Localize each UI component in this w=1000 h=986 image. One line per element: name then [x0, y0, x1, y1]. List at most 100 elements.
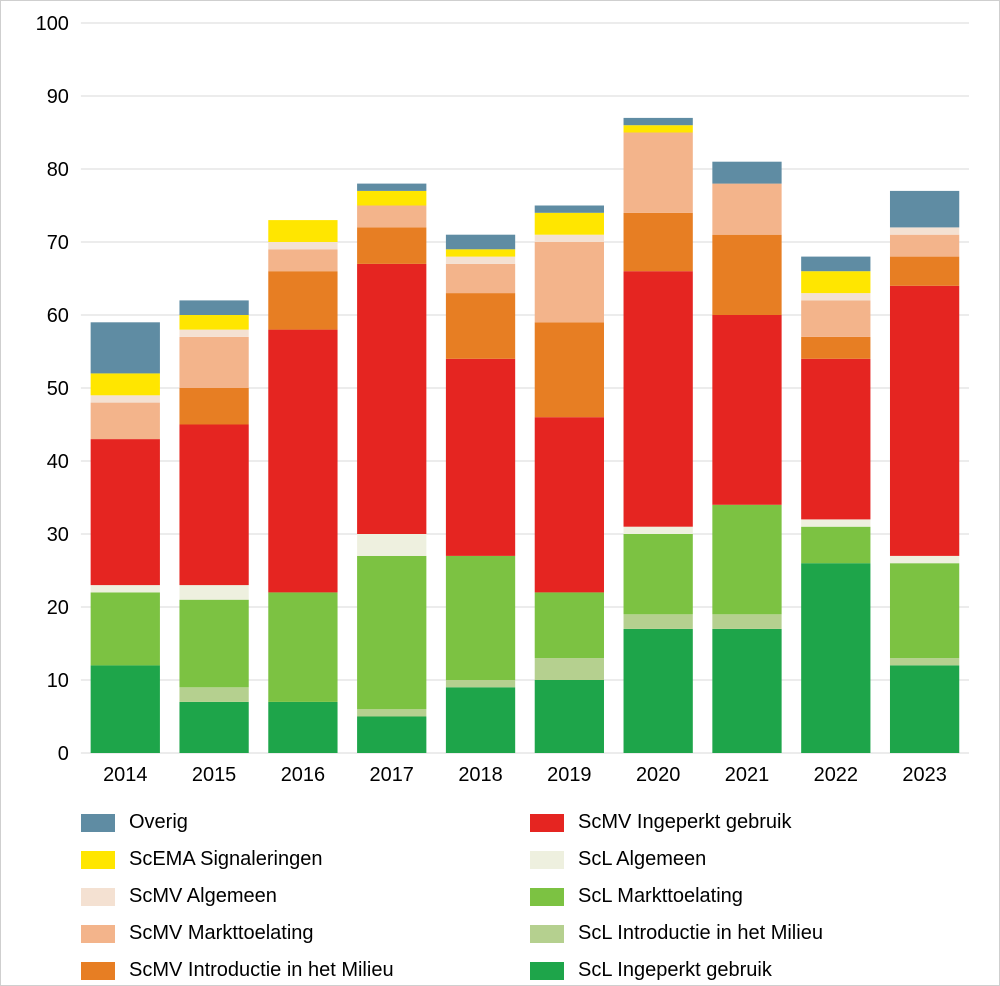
legend-label: ScL Algemeen [578, 848, 706, 871]
y-tick-label: 100 [36, 13, 69, 35]
segment-scl_introductie_milieu [179, 687, 248, 702]
bar-2023 [890, 191, 959, 753]
legend-label: ScMV Algemeen [129, 885, 277, 908]
segment-scmv_markttoelating [91, 403, 160, 440]
segment-scmv_introductie_milieu [801, 337, 870, 359]
segment-scmv_ingeperkt_gebruik [91, 439, 160, 585]
segment-scl_algemeen [624, 527, 693, 534]
legend-item-scmv_markttoelating: ScMV Markttoelating [81, 922, 490, 945]
x-tick-label: 2017 [370, 764, 414, 786]
segment-scema_signaleringen [446, 249, 515, 256]
segment-scmv_introductie_milieu [268, 271, 337, 329]
segment-scmv_introductie_milieu [357, 227, 426, 264]
legend: Overig ScMV Ingeperkt gebruik ScEMA Signal… [21, 811, 979, 982]
segment-scl_ingeperkt_gebruik [712, 629, 781, 753]
x-tick-label: 2023 [902, 764, 946, 786]
segment-scema_signaleringen [268, 220, 337, 242]
segment-scl_ingeperkt_gebruik [446, 687, 515, 753]
stacked-bar-chart: 0102030405060708090100201420152016201720… [21, 13, 979, 793]
segment-scema_signaleringen [357, 191, 426, 206]
segment-scmv_ingeperkt_gebruik [624, 271, 693, 527]
segment-scmv_ingeperkt_gebruik [535, 417, 604, 592]
legend-swatch [530, 851, 564, 869]
segment-scl_algemeen [801, 519, 870, 526]
x-tick-label: 2019 [547, 764, 591, 786]
segment-scl_ingeperkt_gebruik [357, 717, 426, 754]
x-tick-label: 2016 [281, 764, 325, 786]
legend-swatch [530, 962, 564, 980]
segment-scl_introductie_milieu [535, 658, 604, 680]
legend-label: ScMV Ingeperkt gebruik [578, 811, 791, 834]
y-tick-label: 0 [58, 743, 69, 765]
segment-overig [446, 235, 515, 250]
segment-scl_algemeen [91, 585, 160, 592]
segment-overig [357, 184, 426, 191]
segment-scmv_ingeperkt_gebruik [712, 315, 781, 505]
legend-swatch [81, 888, 115, 906]
legend-swatch [530, 888, 564, 906]
bar-2015 [179, 300, 248, 753]
segment-scl_introductie_milieu [624, 614, 693, 629]
legend-item-scl_ingeperkt_gebruik: ScL Ingeperkt gebruik [530, 959, 939, 982]
segment-scl_ingeperkt_gebruik [179, 702, 248, 753]
legend-label: Overig [129, 811, 188, 834]
segment-scl_ingeperkt_gebruik [624, 629, 693, 753]
segment-scl_introductie_milieu [357, 709, 426, 716]
x-tick-label: 2015 [192, 764, 236, 786]
segment-overig [91, 322, 160, 373]
x-tick-label: 2018 [458, 764, 502, 786]
y-tick-label: 60 [47, 305, 69, 327]
legend-item-scmv_introductie_milieu: ScMV Introductie in het Milieu [81, 959, 490, 982]
y-tick-label: 50 [47, 378, 69, 400]
legend-item-scmv_ingeperkt_gebruik: ScMV Ingeperkt gebruik [530, 811, 939, 834]
segment-scmv_ingeperkt_gebruik [446, 359, 515, 556]
y-tick-label: 40 [47, 451, 69, 473]
segment-scl_markttoelating [712, 505, 781, 615]
segment-scmv_introductie_milieu [712, 235, 781, 315]
segment-scmv_algemeen [91, 395, 160, 402]
segment-scl_markttoelating [91, 592, 160, 665]
chart-container: 0102030405060708090100201420152016201720… [0, 0, 1000, 986]
segment-scl_markttoelating [801, 527, 870, 564]
legend-label: ScL Ingeperkt gebruik [578, 959, 772, 982]
legend-item-scema_signaleringen: ScEMA Signaleringen [81, 848, 490, 871]
segment-scmv_introductie_milieu [535, 322, 604, 417]
legend-label: ScL Introductie in het Milieu [578, 922, 823, 945]
x-tick-label: 2020 [636, 764, 680, 786]
segment-scmv_markttoelating [357, 206, 426, 228]
segment-scmv_introductie_milieu [446, 293, 515, 359]
segment-scema_signaleringen [535, 213, 604, 235]
segment-scmv_ingeperkt_gebruik [801, 359, 870, 520]
legend-label: ScEMA Signaleringen [129, 848, 322, 871]
legend-item-scl_introductie_milieu: ScL Introductie in het Milieu [530, 922, 939, 945]
segment-scmv_ingeperkt_gebruik [357, 264, 426, 534]
segment-scmv_algemeen [890, 227, 959, 234]
segment-scmv_markttoelating [268, 249, 337, 271]
bar-2016 [268, 220, 337, 753]
segment-scema_signaleringen [624, 125, 693, 132]
y-tick-label: 30 [47, 524, 69, 546]
legend-item-scmv_algemeen: ScMV Algemeen [81, 885, 490, 908]
segment-scl_markttoelating [446, 556, 515, 680]
segment-scl_introductie_milieu [712, 614, 781, 629]
legend-item-overig: Overig [81, 811, 490, 834]
segment-scl_ingeperkt_gebruik [801, 563, 870, 753]
bar-2017 [357, 184, 426, 753]
bar-2020 [624, 118, 693, 753]
x-tick-label: 2014 [103, 764, 147, 786]
segment-scl_markttoelating [624, 534, 693, 614]
segment-scl_ingeperkt_gebruik [91, 665, 160, 753]
segment-scema_signaleringen [179, 315, 248, 330]
segment-scmv_markttoelating [624, 133, 693, 213]
legend-swatch [530, 925, 564, 943]
segment-scl_ingeperkt_gebruik [890, 665, 959, 753]
y-tick-label: 10 [47, 670, 69, 692]
segment-scmv_introductie_milieu [624, 213, 693, 271]
segment-scema_signaleringen [801, 271, 870, 293]
segment-scmv_algemeen [179, 330, 248, 337]
x-tick-label: 2022 [814, 764, 858, 786]
legend-label: ScMV Introductie in het Milieu [129, 959, 394, 982]
legend-swatch [81, 814, 115, 832]
segment-overig [179, 300, 248, 315]
legend-swatch [81, 925, 115, 943]
